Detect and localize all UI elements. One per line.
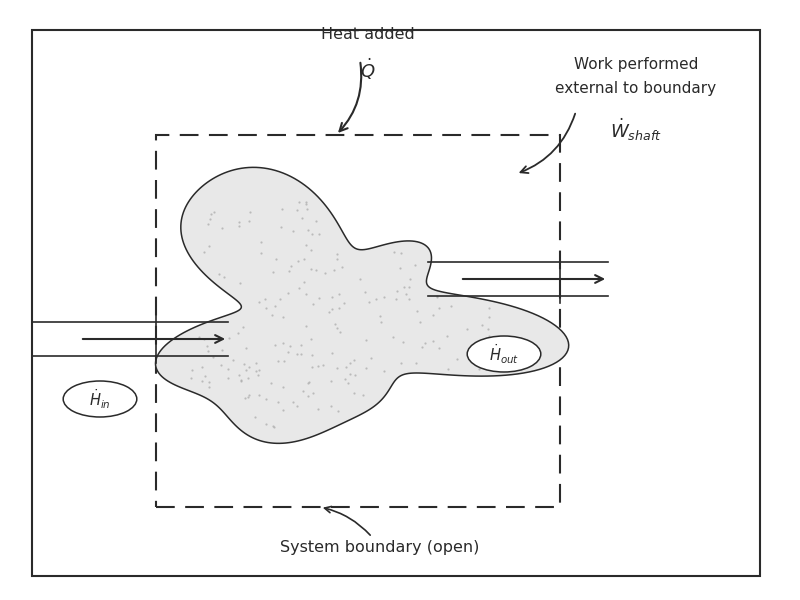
Text: $\dot{H}_{out}$: $\dot{H}_{out}$ bbox=[489, 342, 519, 366]
Text: external to boundary: external to boundary bbox=[555, 81, 717, 96]
Text: $\dot{W}_{shaft}$: $\dot{W}_{shaft}$ bbox=[610, 117, 662, 143]
Text: $\dot{Q}$: $\dot{Q}$ bbox=[360, 57, 376, 82]
Text: $\dot{H}_{in}$: $\dot{H}_{in}$ bbox=[89, 387, 111, 411]
Ellipse shape bbox=[467, 336, 541, 372]
Ellipse shape bbox=[63, 381, 137, 417]
Polygon shape bbox=[155, 167, 569, 443]
Text: Heat added: Heat added bbox=[321, 27, 415, 42]
Text: Work performed: Work performed bbox=[574, 57, 698, 72]
Text: System boundary (open): System boundary (open) bbox=[280, 506, 480, 555]
Bar bbox=[156, 135, 560, 507]
